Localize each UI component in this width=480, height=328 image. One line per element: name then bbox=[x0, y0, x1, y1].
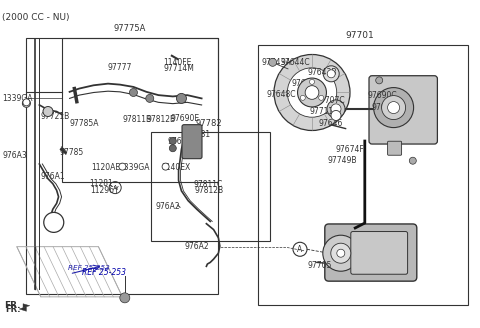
Text: 11296Y: 11296Y bbox=[90, 186, 119, 195]
FancyBboxPatch shape bbox=[369, 76, 437, 144]
Circle shape bbox=[305, 86, 319, 99]
Text: FR.: FR. bbox=[5, 305, 20, 315]
Text: 97714M: 97714M bbox=[163, 64, 194, 73]
Polygon shape bbox=[19, 307, 26, 311]
Text: 97644C: 97644C bbox=[281, 58, 311, 67]
Circle shape bbox=[288, 68, 336, 117]
Circle shape bbox=[331, 111, 341, 120]
Text: (2000 CC - NU): (2000 CC - NU) bbox=[2, 13, 70, 22]
Text: 97812B: 97812B bbox=[194, 186, 224, 195]
Text: 976A2: 976A2 bbox=[185, 242, 209, 251]
Circle shape bbox=[44, 213, 64, 232]
Circle shape bbox=[337, 249, 345, 257]
Circle shape bbox=[331, 104, 341, 114]
Text: 97646: 97646 bbox=[318, 119, 343, 129]
Circle shape bbox=[382, 95, 406, 120]
Circle shape bbox=[177, 93, 186, 103]
Text: 1120AE: 1120AE bbox=[91, 163, 120, 172]
Text: 97707C: 97707C bbox=[316, 95, 346, 105]
Text: 97690A: 97690A bbox=[167, 137, 197, 146]
Polygon shape bbox=[23, 304, 30, 308]
Text: 97785A: 97785A bbox=[70, 119, 99, 129]
Circle shape bbox=[23, 99, 30, 107]
Circle shape bbox=[169, 137, 176, 145]
Circle shape bbox=[269, 58, 276, 66]
Circle shape bbox=[323, 235, 359, 271]
Text: 976A2: 976A2 bbox=[156, 202, 180, 211]
Text: 97648C: 97648C bbox=[266, 90, 296, 99]
Text: REF 25-253: REF 25-253 bbox=[82, 268, 126, 277]
Circle shape bbox=[119, 163, 126, 170]
Text: 1339GA: 1339GA bbox=[119, 163, 150, 172]
Circle shape bbox=[169, 145, 176, 152]
Circle shape bbox=[130, 89, 137, 96]
Circle shape bbox=[146, 94, 154, 102]
Circle shape bbox=[327, 70, 335, 78]
Text: 97782: 97782 bbox=[195, 119, 222, 128]
Circle shape bbox=[319, 95, 324, 100]
Text: 97775A: 97775A bbox=[113, 24, 146, 33]
Bar bbox=[26, 38, 218, 294]
FancyBboxPatch shape bbox=[182, 125, 202, 159]
Bar bbox=[258, 45, 468, 305]
Text: 1140EX: 1140EX bbox=[161, 163, 190, 172]
Bar bbox=[151, 132, 270, 241]
Text: 97674F: 97674F bbox=[336, 145, 365, 154]
Text: 1339GA: 1339GA bbox=[2, 94, 33, 103]
Text: A: A bbox=[113, 185, 118, 191]
Text: 976A3: 976A3 bbox=[2, 151, 27, 160]
Circle shape bbox=[331, 243, 351, 263]
Circle shape bbox=[409, 157, 416, 164]
Text: REF 25-253: REF 25-253 bbox=[68, 265, 109, 271]
Text: 97701: 97701 bbox=[346, 31, 374, 40]
Circle shape bbox=[162, 163, 169, 170]
Circle shape bbox=[373, 88, 414, 128]
Text: 97811C: 97811C bbox=[193, 180, 223, 189]
Text: 97812B: 97812B bbox=[146, 115, 176, 124]
Circle shape bbox=[310, 79, 314, 84]
Text: 97690E: 97690E bbox=[170, 114, 200, 123]
Circle shape bbox=[300, 95, 305, 100]
Bar bbox=[62, 38, 218, 182]
Circle shape bbox=[387, 102, 399, 113]
Text: 1140FE: 1140FE bbox=[163, 58, 192, 67]
Text: 97081: 97081 bbox=[186, 130, 210, 139]
FancyBboxPatch shape bbox=[325, 224, 417, 281]
Text: 11281: 11281 bbox=[89, 179, 112, 188]
Circle shape bbox=[323, 66, 339, 82]
Text: 97643A: 97643A bbox=[292, 79, 322, 88]
Circle shape bbox=[376, 77, 383, 84]
Text: 97811B: 97811B bbox=[123, 115, 152, 124]
Circle shape bbox=[120, 293, 130, 303]
Text: 97643B: 97643B bbox=[307, 68, 336, 77]
Text: 976A1: 976A1 bbox=[41, 172, 65, 181]
Text: 97690C: 97690C bbox=[367, 91, 397, 100]
Text: 97749B: 97749B bbox=[328, 156, 357, 165]
Circle shape bbox=[298, 78, 326, 107]
Text: 97652B: 97652B bbox=[372, 103, 401, 112]
FancyBboxPatch shape bbox=[387, 141, 402, 155]
Circle shape bbox=[23, 99, 30, 106]
Text: 97711D: 97711D bbox=[310, 107, 340, 116]
Text: 97743A: 97743A bbox=[262, 58, 291, 67]
Circle shape bbox=[43, 107, 53, 116]
Text: 97721B: 97721B bbox=[41, 112, 70, 121]
Text: A: A bbox=[298, 245, 302, 254]
Text: 97785: 97785 bbox=[60, 148, 84, 157]
Text: FR.: FR. bbox=[4, 301, 20, 310]
Circle shape bbox=[327, 100, 345, 118]
Text: 97777: 97777 bbox=[108, 63, 132, 72]
FancyBboxPatch shape bbox=[351, 232, 408, 274]
Text: 97705: 97705 bbox=[307, 260, 332, 270]
Circle shape bbox=[274, 54, 350, 131]
